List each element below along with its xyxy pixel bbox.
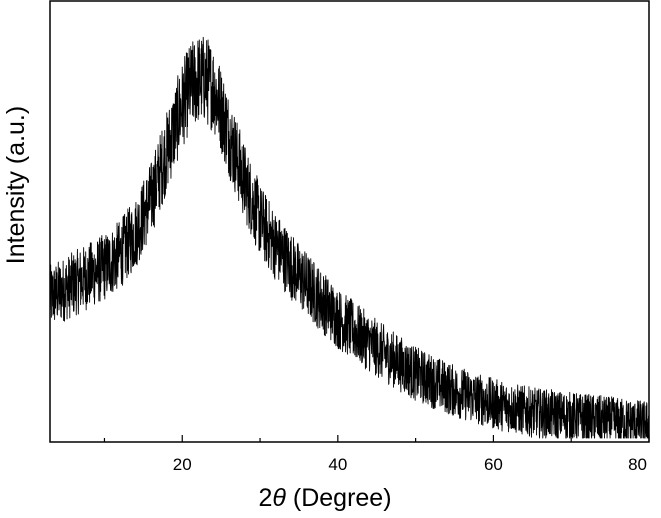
series-line <box>49 36 650 439</box>
x-axis-title-prefix: 2 <box>258 484 272 512</box>
data-layer <box>49 36 650 439</box>
x-axis-title-suffix: (Degree) <box>286 484 392 512</box>
x-tick-label: 80 <box>628 455 647 474</box>
x-axis-title-symbol: θ <box>272 484 286 512</box>
x-axis-title: 2θ (Degree) <box>258 484 391 512</box>
x-tick-label: 20 <box>173 455 192 474</box>
y-axis-title: Intensity (a.u.) <box>2 106 30 264</box>
x-tick-label: 40 <box>328 455 347 474</box>
plot-frame <box>49 0 650 443</box>
x-tick-label: 60 <box>484 455 503 474</box>
x-axis-ticks: 20 40 60 80 <box>103 435 650 474</box>
